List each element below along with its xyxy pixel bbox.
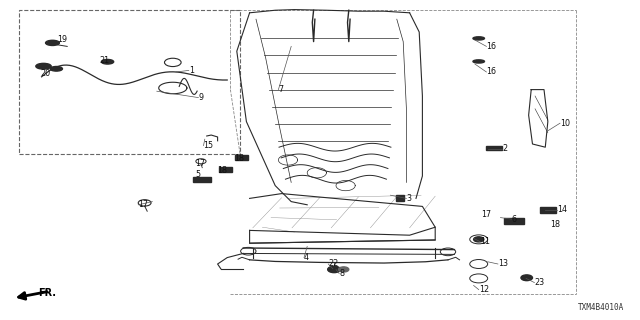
Text: TXM4B4010A: TXM4B4010A <box>578 303 624 312</box>
Text: 22: 22 <box>328 260 339 268</box>
Text: 7: 7 <box>278 85 284 94</box>
Text: FR.: FR. <box>38 288 56 298</box>
Bar <box>19 10 240 154</box>
Text: 14: 14 <box>557 205 567 214</box>
Circle shape <box>521 275 532 281</box>
Text: 1: 1 <box>189 66 194 75</box>
Bar <box>540 207 556 213</box>
Text: 4: 4 <box>304 253 309 262</box>
Text: 15: 15 <box>204 141 214 150</box>
Text: 10: 10 <box>560 119 570 128</box>
Circle shape <box>328 266 340 273</box>
Circle shape <box>474 237 484 242</box>
Text: 21: 21 <box>99 56 109 65</box>
Ellipse shape <box>36 63 51 69</box>
Ellipse shape <box>473 60 484 63</box>
Ellipse shape <box>45 40 60 45</box>
Text: 3: 3 <box>406 194 412 203</box>
Text: 9: 9 <box>198 93 204 102</box>
Ellipse shape <box>101 60 114 64</box>
Text: 6: 6 <box>512 215 517 224</box>
Text: 17: 17 <box>481 210 492 219</box>
Text: 13: 13 <box>498 260 508 268</box>
Text: 17: 17 <box>138 200 148 209</box>
Bar <box>396 195 404 201</box>
Text: 12: 12 <box>479 285 489 294</box>
Ellipse shape <box>473 37 484 40</box>
Bar <box>486 146 502 150</box>
Text: 23: 23 <box>534 278 545 287</box>
Text: 16: 16 <box>486 42 497 51</box>
Text: 16: 16 <box>486 68 497 76</box>
Bar <box>235 155 248 160</box>
Text: 18: 18 <box>550 220 561 229</box>
Bar <box>193 177 211 182</box>
Bar <box>504 218 524 224</box>
Text: 8: 8 <box>339 269 344 278</box>
Text: 17: 17 <box>195 159 205 168</box>
Text: 5: 5 <box>195 170 200 179</box>
Text: 2: 2 <box>502 144 508 153</box>
Text: 18: 18 <box>218 166 228 175</box>
Circle shape <box>339 267 349 272</box>
Text: 18: 18 <box>234 154 244 163</box>
Ellipse shape <box>50 67 63 71</box>
Text: 11: 11 <box>480 237 490 246</box>
Text: 20: 20 <box>40 69 51 78</box>
Bar <box>219 167 232 172</box>
Text: 19: 19 <box>58 36 68 44</box>
